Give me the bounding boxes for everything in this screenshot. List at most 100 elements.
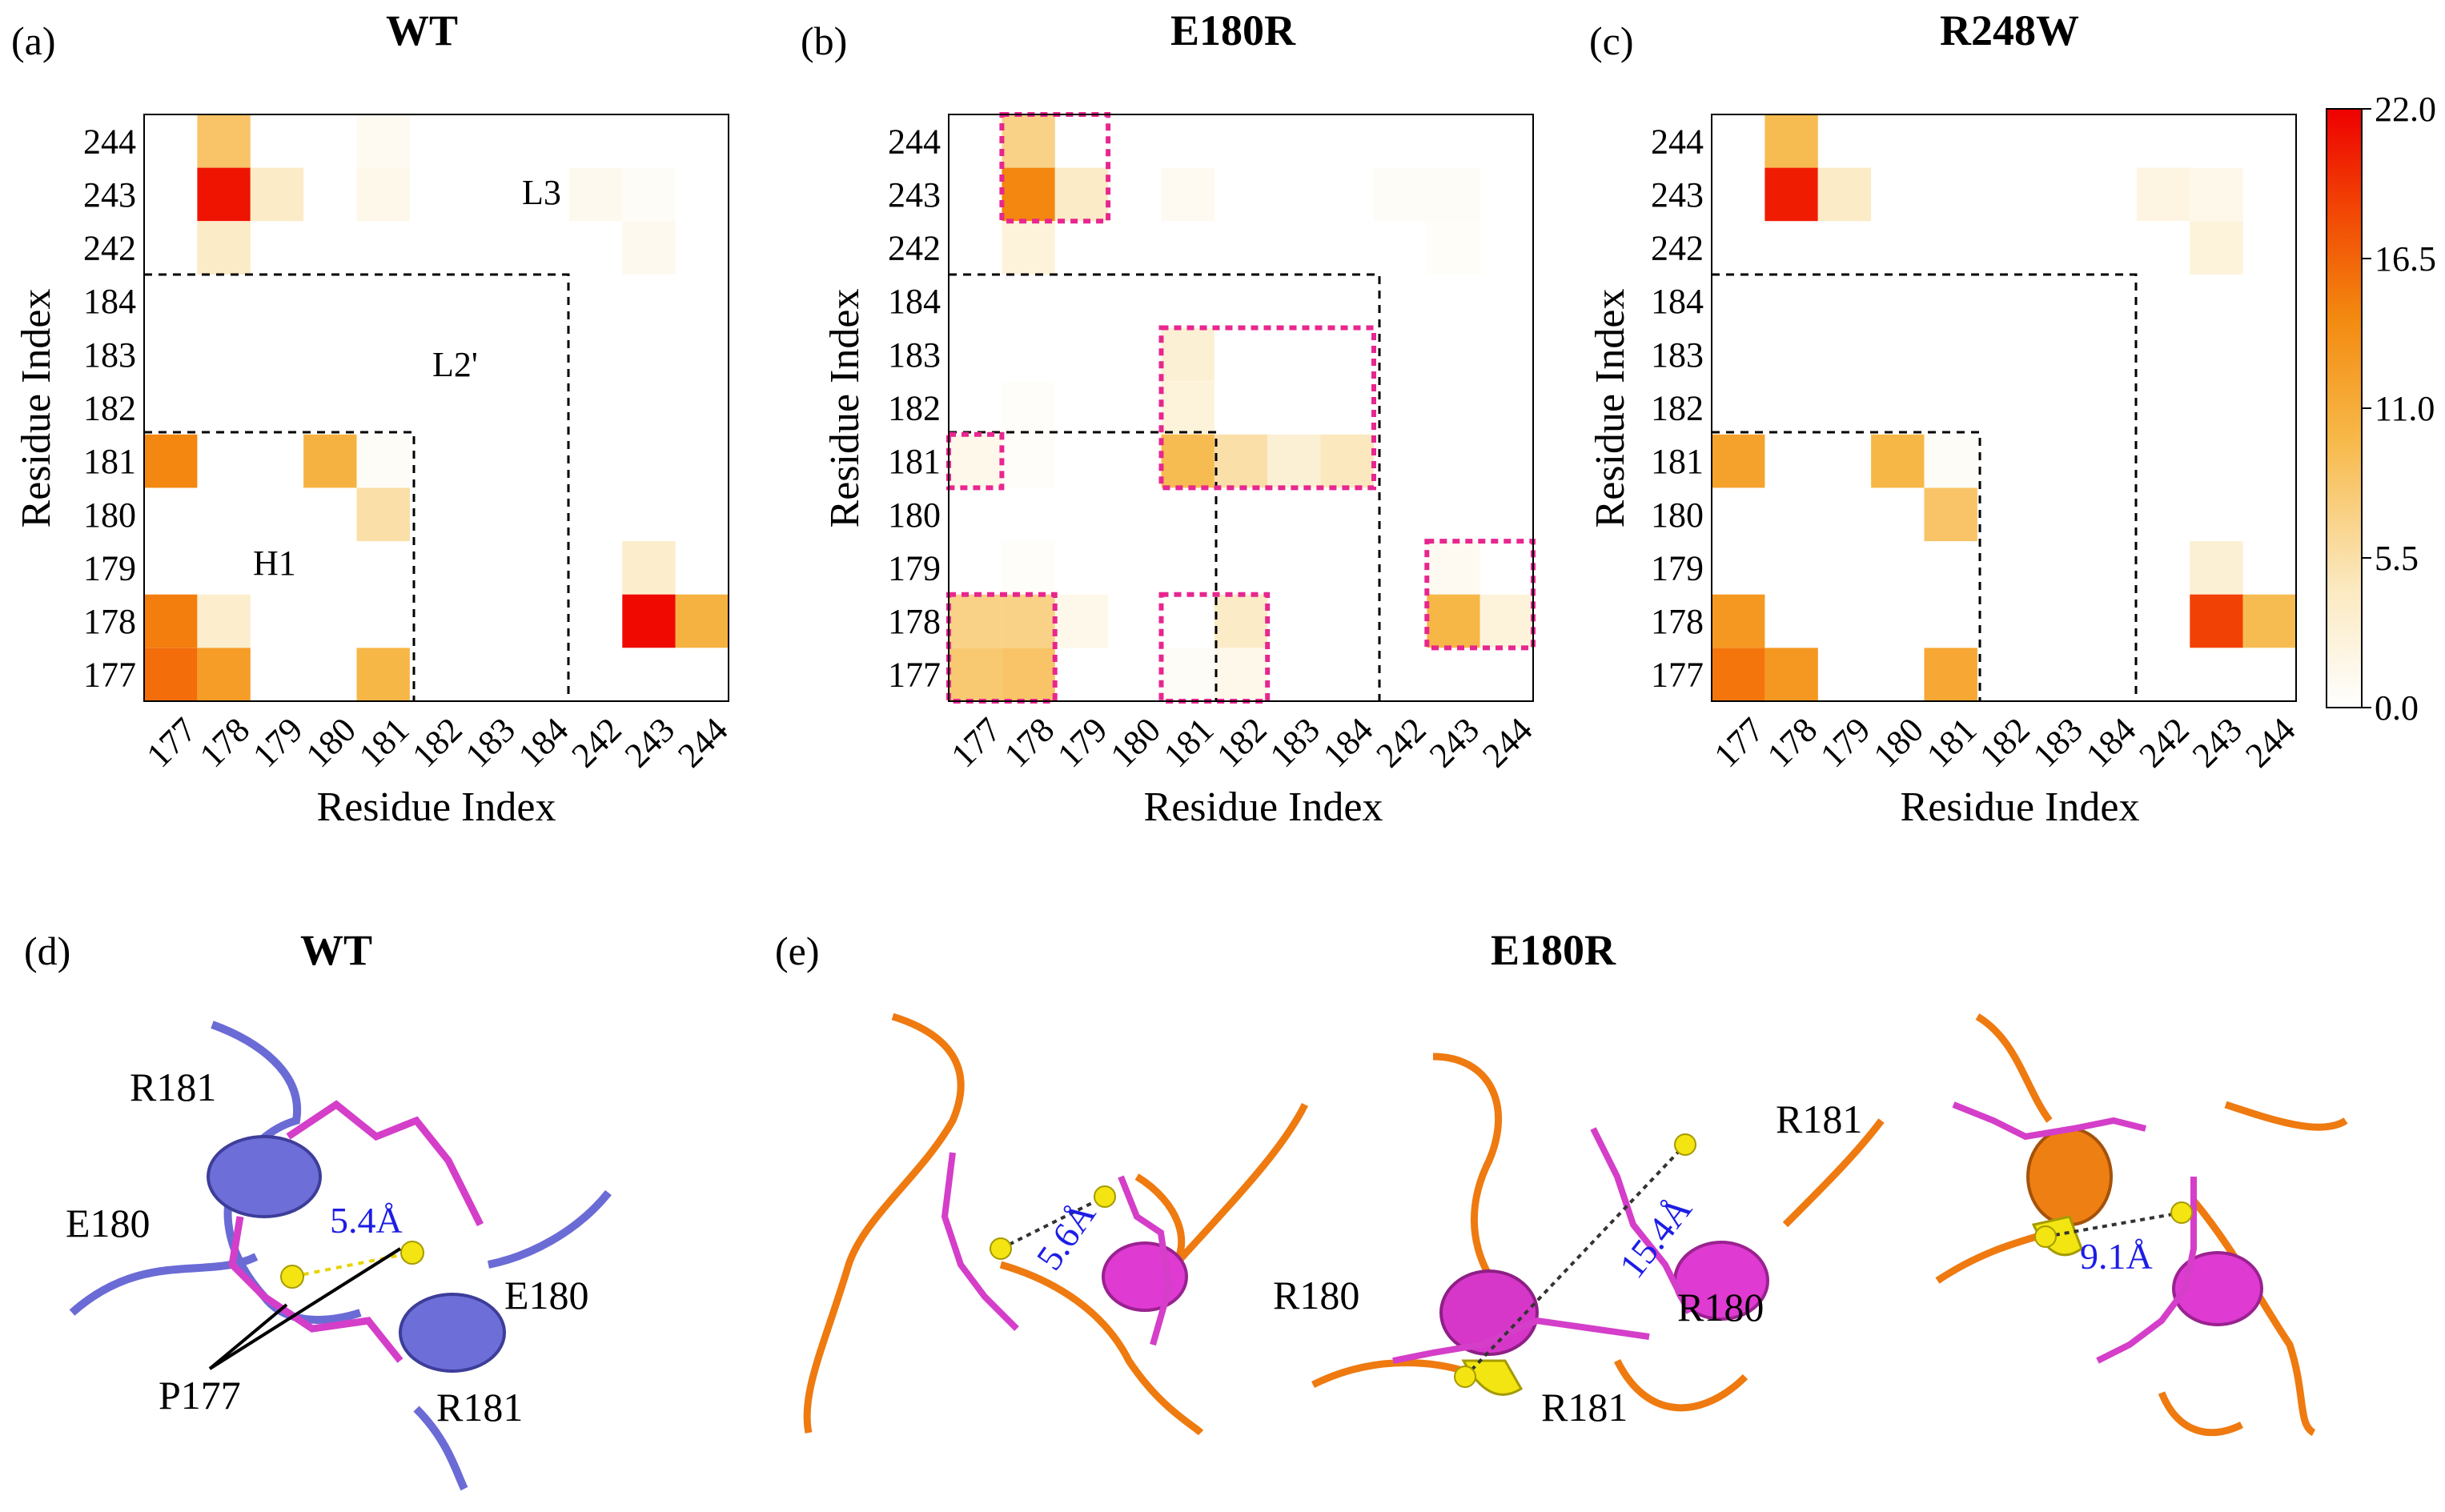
heatmap-panel-wt: (a) WT L3 L2' H1 24424324218418318218118… bbox=[11, 6, 736, 830]
y-tick-label: 183 bbox=[1651, 335, 1704, 375]
x-axis-label: Residue Index bbox=[1144, 784, 1383, 830]
y-tick-label: 179 bbox=[888, 548, 941, 588]
x-tick-label: 180 bbox=[1103, 710, 1168, 775]
x-tick-label: 181 bbox=[1156, 710, 1221, 775]
heatmap-cell bbox=[356, 487, 410, 542]
y-tick-label: 177 bbox=[1651, 656, 1704, 695]
y-tick-label: 181 bbox=[1651, 442, 1704, 481]
residue-label: R181 bbox=[130, 1065, 216, 1109]
region-label-l3: L3 bbox=[522, 173, 561, 212]
highlight-box bbox=[1158, 325, 1376, 491]
heatmap-cell bbox=[1427, 541, 1480, 595]
structure-snapshot: 15.4Å R181 R180 R180 R181 bbox=[1273, 1053, 1885, 1430]
distance-label: 9.1Å bbox=[2080, 1236, 2153, 1277]
colorbar: 22.0 16.5 11.0 5.5 0.0 bbox=[2326, 90, 2436, 728]
y-axis-label: Residue Index bbox=[14, 289, 59, 528]
heatmap-cell bbox=[356, 114, 410, 168]
heatmap-cell bbox=[1161, 327, 1214, 382]
side-chain-sticks bbox=[1952, 1101, 2146, 1141]
y-tick-label: 181 bbox=[888, 442, 941, 481]
heatmap-cell bbox=[197, 114, 251, 168]
side-chain-sticks bbox=[941, 1152, 1019, 1331]
calpha-sphere bbox=[2170, 1201, 2193, 1224]
panel-letter-a: (a) bbox=[11, 18, 56, 63]
panel-title-structure-wt: WT bbox=[300, 926, 372, 974]
heatmap-cell bbox=[1214, 648, 1268, 701]
heatmap-cell bbox=[1924, 487, 1977, 542]
residue-label: P177 bbox=[159, 1373, 241, 1418]
y-tick-label: 244 bbox=[888, 122, 941, 161]
heatmap-cell bbox=[1320, 434, 1374, 488]
y-tick-labels: 244 243 242 184 183 182 181 180 179 178 177 bbox=[83, 122, 136, 694]
y-tick-label: 180 bbox=[83, 495, 136, 535]
heatmap-cell bbox=[356, 434, 410, 488]
x-tick-label: 243 bbox=[617, 710, 682, 775]
heatmap-cell bbox=[1373, 167, 1427, 222]
x-tick-label: 244 bbox=[670, 710, 735, 775]
backbone-coil bbox=[1975, 1013, 2053, 1123]
x-tick-label: 182 bbox=[1209, 710, 1274, 775]
x-tick-label: 184 bbox=[511, 710, 576, 775]
colorbar-ramp bbox=[2326, 108, 2363, 708]
y-tick-label: 184 bbox=[1651, 282, 1704, 321]
heatmap-cell bbox=[1712, 648, 1765, 701]
heatmap-cell bbox=[1924, 648, 1977, 701]
y-tick-label: 180 bbox=[1651, 495, 1704, 535]
backbone-coil bbox=[2158, 1391, 2244, 1437]
panel-title-e180r: E180R bbox=[1170, 6, 1296, 54]
y-tick-label: 244 bbox=[83, 122, 136, 161]
y-tick-label: 178 bbox=[1651, 602, 1704, 641]
heatmap-cell bbox=[144, 648, 198, 701]
heatmap-cell bbox=[949, 648, 1002, 701]
heatmap-cell bbox=[622, 541, 676, 595]
y-tick-label: 244 bbox=[1651, 122, 1704, 161]
distance-label: 5.4Å bbox=[330, 1200, 403, 1241]
distance-line bbox=[2045, 1211, 2182, 1238]
y-tick-label: 177 bbox=[888, 656, 941, 695]
colorbar-ticks: 22.0 16.5 11.0 5.5 0.0 bbox=[2362, 90, 2436, 728]
heatmap-cell bbox=[2190, 594, 2243, 648]
calpha-sphere bbox=[280, 1265, 304, 1289]
heatmap-cell bbox=[356, 167, 410, 222]
heatmap-panel-e180r: (b) E180R 244243242184183182181180179178… bbox=[801, 6, 1540, 830]
x-tick-label: 180 bbox=[1866, 710, 1931, 775]
backbone-coil bbox=[2190, 1198, 2316, 1437]
backbone-coil bbox=[803, 1013, 965, 1434]
heatmap-cell bbox=[1764, 167, 1818, 222]
helix-ribbon bbox=[207, 1135, 322, 1218]
panel-title-wt: WT bbox=[386, 6, 458, 54]
heatmap-cell bbox=[1161, 381, 1214, 435]
region-boundary-h1 bbox=[144, 431, 416, 701]
region-boundary-l2 bbox=[144, 273, 570, 701]
backbone-coil bbox=[488, 1189, 612, 1269]
region-boundaries bbox=[1712, 273, 2138, 701]
y-axis-label: Residue Index bbox=[822, 289, 868, 528]
protein-backbone-ribbon bbox=[69, 1021, 612, 1491]
x-tick-label: 180 bbox=[299, 710, 363, 775]
heatmap-cell bbox=[1764, 648, 1818, 701]
heatmap-cell bbox=[1427, 221, 1480, 275]
side-chain-sticks bbox=[1590, 1127, 1692, 1314]
backbone-coil bbox=[1935, 1229, 2051, 1284]
residue-label: E180 bbox=[66, 1201, 151, 1245]
region-boundary-h1 bbox=[949, 431, 1218, 701]
backbone-coil bbox=[1613, 1358, 1748, 1412]
y-tick-label: 178 bbox=[888, 602, 941, 641]
panel-letter-b: (b) bbox=[801, 18, 847, 63]
y-tick-label: 177 bbox=[83, 656, 136, 695]
heatmap-cell bbox=[197, 648, 251, 701]
heatmap-panel-r248w: (c) R248W 244243242184183182181180179178… bbox=[1588, 6, 2303, 830]
region-label-h1: H1 bbox=[253, 543, 296, 583]
heatmap-cell bbox=[1002, 381, 1055, 435]
backbone-coil bbox=[2224, 1101, 2348, 1131]
highlight-box bbox=[1158, 592, 1271, 704]
heatmap-cell bbox=[2190, 221, 2243, 275]
y-tick-label: 184 bbox=[888, 282, 941, 321]
heatmap-cell bbox=[949, 594, 1002, 648]
pointer-arrow bbox=[208, 1303, 288, 1370]
y-tick-labels: 244 243 242 184 183 182 181 180 179 178 177 bbox=[1651, 122, 1704, 694]
x-tick-label: 179 bbox=[1050, 710, 1114, 775]
residue-label: R181 bbox=[1541, 1385, 1628, 1430]
heatmap-cell bbox=[1002, 594, 1055, 648]
heatmap-cell bbox=[1764, 114, 1818, 168]
